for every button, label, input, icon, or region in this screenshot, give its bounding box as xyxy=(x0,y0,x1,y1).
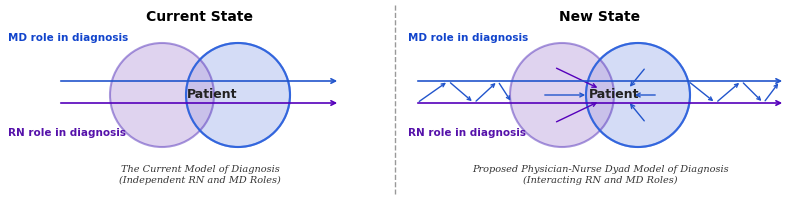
Text: RN role in diagnosis: RN role in diagnosis xyxy=(408,128,526,138)
Text: MD role in diagnosis: MD role in diagnosis xyxy=(408,33,528,43)
Text: RN role in diagnosis: RN role in diagnosis xyxy=(8,128,126,138)
Text: New State: New State xyxy=(559,10,641,24)
Text: Current State: Current State xyxy=(146,10,254,24)
Ellipse shape xyxy=(510,43,614,147)
Text: Patient: Patient xyxy=(589,89,639,101)
Text: MD role in diagnosis: MD role in diagnosis xyxy=(8,33,128,43)
Text: Patient: Patient xyxy=(186,89,238,101)
Ellipse shape xyxy=(186,43,290,147)
Text: Proposed Physician-Nurse Dyad Model of Diagnosis
(Interacting RN and MD Roles): Proposed Physician-Nurse Dyad Model of D… xyxy=(472,165,728,184)
Text: The Current Model of Diagnosis
(Independent RN and MD Roles): The Current Model of Diagnosis (Independ… xyxy=(119,165,281,184)
Ellipse shape xyxy=(110,43,214,147)
Ellipse shape xyxy=(586,43,690,147)
